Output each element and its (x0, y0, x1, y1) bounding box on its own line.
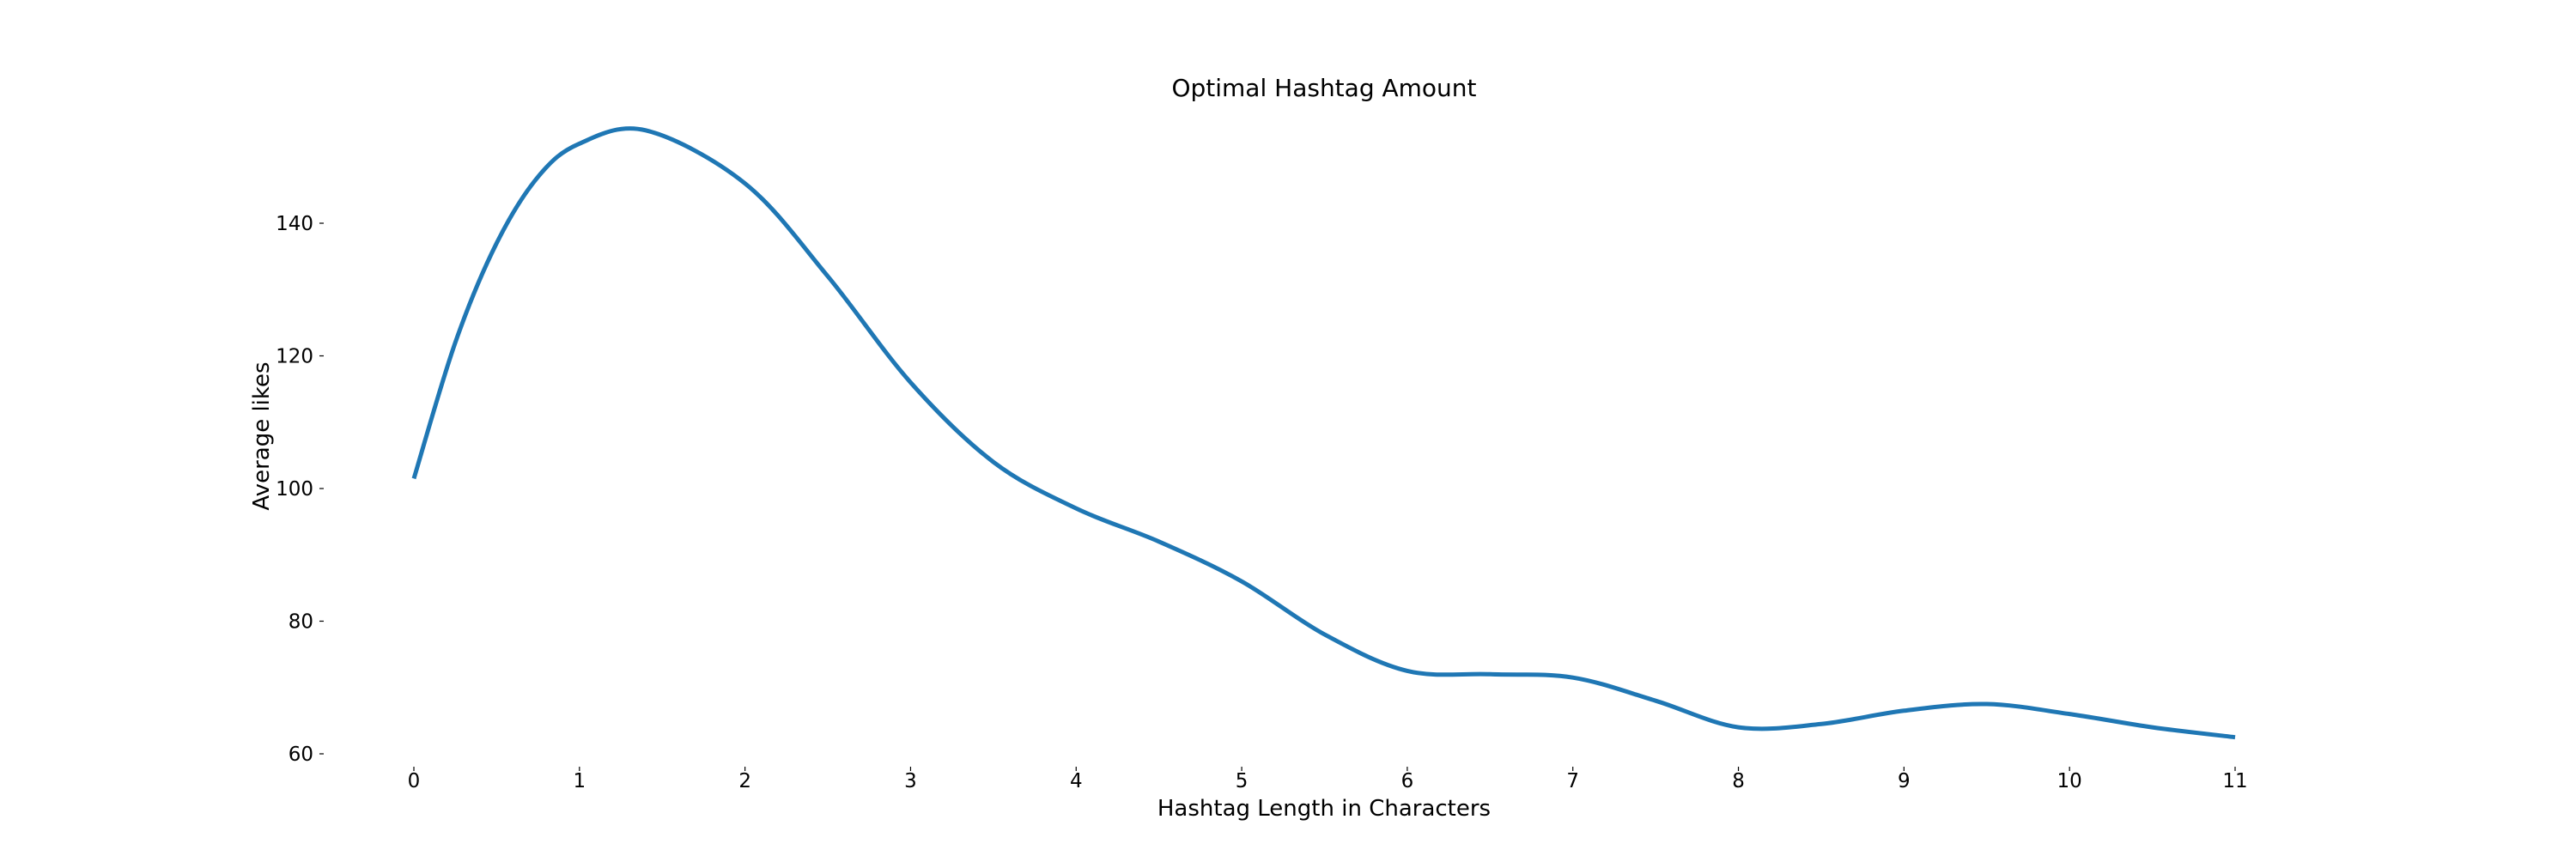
y-tick-label: 140 (276, 213, 313, 235)
x-tick-label: 4 (1070, 770, 1083, 792)
x-axis-label: Hashtag Length in Characters (1157, 796, 1491, 822)
x-tick-label: 0 (408, 770, 421, 792)
x-tick-label: 10 (2057, 770, 2082, 792)
x-tick-label: 5 (1236, 770, 1249, 792)
x-tick-label: 2 (738, 770, 751, 792)
x-tick-label: 3 (904, 770, 917, 792)
plot-area (411, 126, 2236, 740)
x-tick-label: 8 (1732, 770, 1745, 792)
y-tick-label: 120 (276, 346, 313, 368)
y-axis: 60 80 100 120 140 (276, 213, 324, 766)
y-tick-label: 80 (289, 611, 313, 634)
y-tick-label: 100 (276, 478, 313, 501)
x-tick-label: 6 (1401, 770, 1414, 792)
chart-title: Optimal Hashtag Amount (1171, 74, 1476, 102)
y-axis-label: Average likes (249, 361, 275, 510)
x-tick-label: 11 (2222, 770, 2247, 792)
y-tick-label: 60 (289, 744, 313, 766)
x-tick-label: 9 (1898, 770, 1911, 792)
x-tick-label: 7 (1566, 770, 1579, 792)
x-tick-label: 1 (573, 770, 586, 792)
x-axis: 0 1 2 3 4 5 6 7 8 9 10 11 (408, 767, 2248, 792)
series-line (411, 126, 2236, 740)
